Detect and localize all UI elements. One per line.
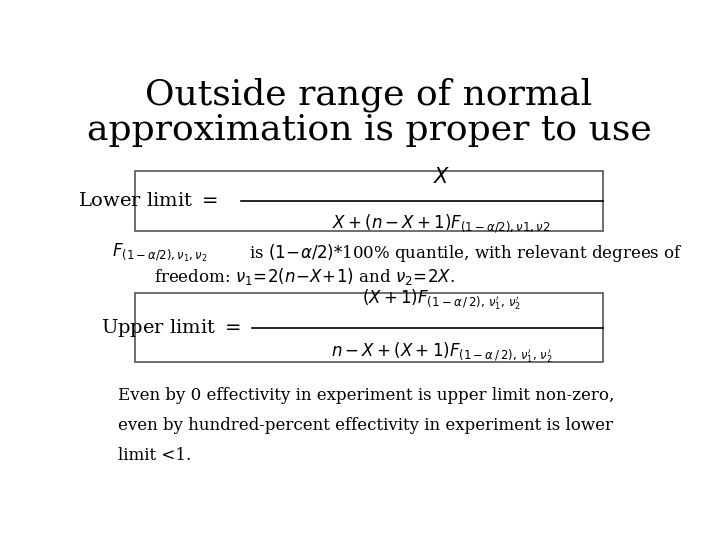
Text: Upper limit $=$: Upper limit $=$: [101, 317, 240, 339]
FancyBboxPatch shape: [135, 171, 603, 231]
Text: Lower limit $=$: Lower limit $=$: [78, 192, 218, 210]
Text: $(X+1)F_{(1-\alpha\,/\,2),\,\nu^{\prime}_1,\,\nu^{\prime}_2}$: $(X+1)F_{(1-\alpha\,/\,2),\,\nu^{\prime}…: [362, 287, 521, 312]
Text: approximation is proper to use: approximation is proper to use: [86, 113, 652, 147]
FancyBboxPatch shape: [135, 294, 603, 362]
Text: $X + (n - X + 1)F_{(1-\alpha/2),\nu1,\nu2}$: $X + (n - X + 1)F_{(1-\alpha/2),\nu1,\nu…: [333, 213, 551, 235]
Text: $F_{(1-\alpha/2),\nu_1,\nu_2}$: $F_{(1-\alpha/2),\nu_1,\nu_2}$: [112, 242, 208, 264]
Text: Outside range of normal: Outside range of normal: [145, 77, 593, 112]
Text: Even by 0 effectivity in experiment is upper limit non-zero,: Even by 0 effectivity in experiment is u…: [118, 387, 614, 404]
Text: $n - X + (X+1)F_{(1-\alpha\,/\,2),\,\nu^{\prime}_1,\,\nu^{\prime}_2}$: $n - X + (X+1)F_{(1-\alpha\,/\,2),\,\nu^…: [330, 340, 552, 364]
Text: even by hundred-percent effectivity in experiment is lower: even by hundred-percent effectivity in e…: [118, 417, 613, 434]
Text: limit <1.: limit <1.: [118, 447, 191, 464]
Text: is $(1\!-\!\alpha /2)$*100% quantile, with relevant degrees of: is $(1\!-\!\alpha /2)$*100% quantile, wi…: [249, 242, 683, 264]
Text: freedom: $\nu_1\!=\!2(n\!-\!X\!+\!1)$ and $\nu_2\!=\!2X$.: freedom: $\nu_1\!=\!2(n\!-\!X\!+\!1)$ an…: [154, 266, 455, 287]
Text: $X$: $X$: [433, 167, 450, 187]
